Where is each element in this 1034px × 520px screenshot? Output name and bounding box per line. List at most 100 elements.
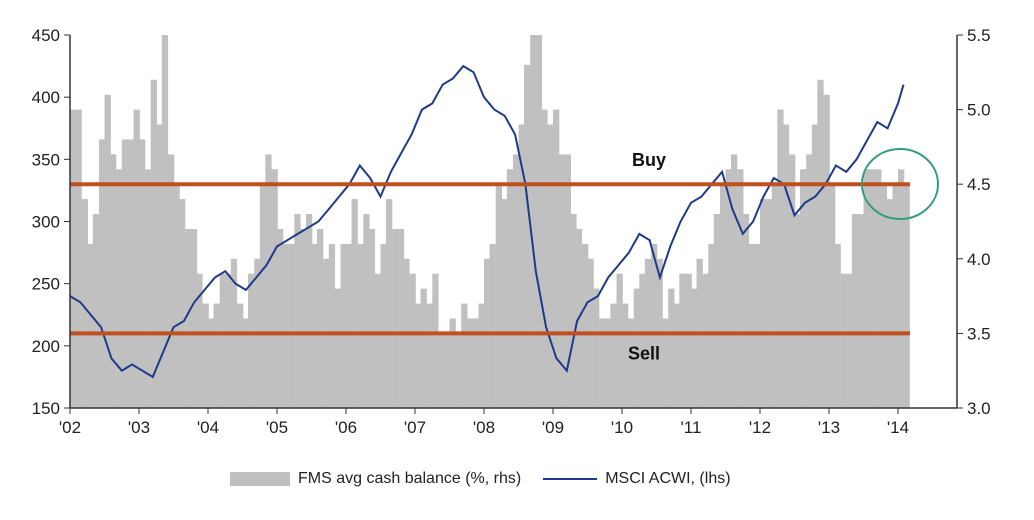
cash-balance-bar (277, 229, 284, 408)
cash-balance-bar (817, 79, 824, 409)
cash-balance-bar (179, 199, 186, 408)
cash-balance-bar (75, 109, 82, 408)
cash-balance-bar (720, 184, 727, 408)
cash-balance-bar (161, 35, 169, 408)
cash-balance-bar (541, 109, 548, 408)
x-tick-label: '08 (473, 418, 495, 437)
left-tick-label: 450 (32, 26, 60, 45)
cash-balance-bar (185, 229, 192, 408)
x-tick-label: '03 (128, 418, 150, 437)
x-tick-label: '07 (404, 418, 426, 437)
cash-balance-bar (87, 243, 94, 408)
x-tick-label: '14 (887, 418, 909, 437)
cash-balance-bar (265, 154, 272, 408)
cash-balance-bar (501, 199, 508, 408)
cash-balance-bar (70, 109, 77, 408)
x-tick-label: '02 (59, 418, 81, 437)
cash-balance-bar (248, 273, 255, 408)
left-tick-label: 350 (32, 150, 60, 169)
cash-balance-bar (604, 318, 612, 408)
msci-acwi-line (69, 64, 905, 379)
bar-legend-swatch (230, 472, 290, 486)
cash-balance-bar (564, 154, 571, 408)
cash-balance-bar (742, 214, 750, 408)
left-tick-label: 250 (32, 275, 60, 294)
cash-balance-bar (225, 273, 232, 408)
cash-balance-bar (139, 139, 146, 408)
cash-balance-bar (311, 243, 318, 408)
cash-balance-bar (271, 169, 278, 408)
cash-balance-bar (288, 243, 295, 408)
cash-balance-bar (858, 214, 865, 408)
chart: Buy Sell 150 200 250 300 350 400 450 3.0 3.5 4.0 4… (32, 26, 991, 437)
cash-balance-bar (662, 318, 669, 408)
line-legend-label: MSCI ACWI, (lhs) (605, 470, 731, 487)
cash-balance-bar (110, 154, 117, 408)
cash-balance-bar (380, 243, 387, 408)
cash-balance-bar (202, 303, 209, 408)
cash-balance-bar (299, 229, 307, 408)
cash-balance-bar (392, 229, 399, 408)
cash-balance-bar (765, 199, 772, 408)
cash-balance-bar (415, 303, 422, 408)
cash-balance-bar (840, 273, 847, 408)
bar-legend-label: FMS avg cash balance (%, rhs) (298, 470, 522, 487)
cash-balance-bar (328, 243, 336, 408)
cash-balance-bar (880, 184, 888, 408)
cash-balance-bar (903, 184, 910, 408)
cash-balance-bar (748, 243, 755, 408)
cash-balance-bar (306, 214, 313, 408)
left-tick-label: 200 (32, 337, 60, 356)
cash-balance-bar (81, 199, 88, 408)
highlight-circle (861, 148, 939, 220)
cash-balance-bar (208, 318, 215, 408)
cash-balance-bar (851, 214, 859, 408)
buy-label: Buy (632, 150, 666, 170)
cash-balance-bar (570, 214, 577, 408)
cash-balance-bar (121, 139, 129, 408)
cash-balance-bar (357, 243, 364, 408)
x-tick-label: '09 (542, 418, 564, 437)
cash-balance-bar (104, 94, 111, 408)
cash-balance-bar (432, 273, 439, 408)
cash-balance-bar (156, 124, 163, 408)
cash-balance-bar (506, 169, 514, 408)
cash-balance-bar (846, 273, 853, 408)
cash-balance-bar (513, 154, 520, 408)
cash-balance-bar (535, 35, 543, 408)
cash-balance-bar (495, 184, 502, 408)
cash-balance-bar (92, 214, 100, 408)
cash-balance-bar (242, 318, 249, 408)
cash-balance-bar (518, 124, 525, 408)
cash-balance-bar (679, 273, 686, 408)
cash-balance-bar (472, 318, 479, 408)
cash-balance-bar (455, 333, 462, 408)
cash-balance-bar (892, 184, 899, 408)
cash-balance-bar (368, 229, 376, 408)
cash-balance-bar (444, 333, 451, 408)
left-tick-label: 400 (32, 88, 60, 107)
right-tick-label: 3.0 (967, 399, 991, 418)
cash-balance-bar (437, 333, 445, 408)
cash-balance-bar (673, 303, 681, 408)
cash-balance-bar (777, 109, 784, 408)
cash-balance-bar (898, 169, 905, 408)
right-tick-label: 3.5 (967, 324, 991, 343)
cash-balance-bar (782, 124, 790, 408)
cash-balance-bar (173, 184, 180, 408)
cash-balance-bar (627, 318, 634, 408)
cash-balance-bar (420, 288, 427, 408)
cash-balance-bar (168, 154, 175, 408)
cash-balance-bar (875, 169, 882, 408)
cash-balance-bar (800, 169, 807, 408)
cash-balance-bar (863, 169, 870, 408)
cash-balance-bar (294, 214, 301, 408)
cash-balance-bar (725, 169, 732, 408)
x-tick-label: '04 (197, 418, 219, 437)
cash-balance-bar (530, 35, 537, 408)
cash-balance-bar (144, 169, 151, 408)
x-tick-label: '06 (335, 418, 357, 437)
cash-balance-bar (886, 199, 893, 408)
cash-balance-bar (651, 243, 658, 408)
cash-balance-bar (869, 169, 876, 408)
